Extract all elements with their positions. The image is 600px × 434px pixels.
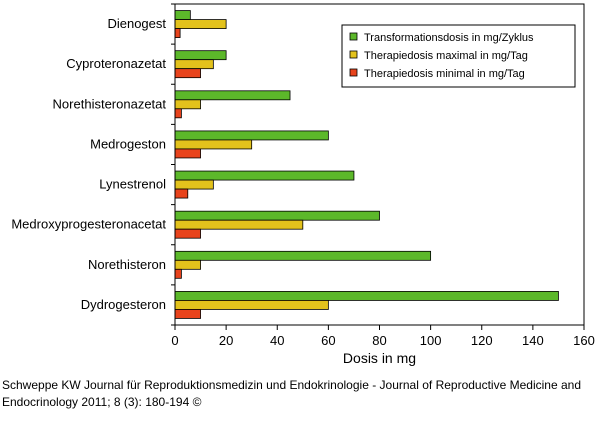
bar-therapiedosis-maximal — [174, 300, 329, 310]
source-caption: Schweppe KW Journal für Reproduktionsmed… — [2, 378, 581, 409]
legend-swatch — [349, 68, 358, 77]
bar-therapiedosis-minimal — [174, 268, 182, 279]
x-tick-label: 60 — [321, 333, 335, 348]
bar-transformationsdosis — [174, 90, 291, 101]
bar-therapiedosis-minimal — [174, 228, 201, 239]
legend: Transformationsdosis in mg/Zyklus Therapi… — [341, 24, 576, 88]
legend-entry: Therapiedosis maximal in mg/Tag — [364, 50, 528, 62]
bar-transformationsdosis — [174, 10, 191, 20]
legend-box — [341, 24, 576, 88]
category-label: Norethisteronazetat — [53, 96, 167, 111]
bar-transformationsdosis — [174, 130, 329, 141]
legend-entry: Transformationsdosis in mg/Zyklus — [364, 32, 534, 44]
bar-therapiedosis-minimal — [174, 28, 181, 38]
category-label: Cyproteronazetat — [66, 56, 166, 71]
x-tick-label: 120 — [471, 333, 493, 348]
category-label: Lynestrenol — [99, 177, 166, 192]
x-tick-label: 140 — [522, 333, 544, 348]
x-axis-title: Dosis in mg — [343, 350, 416, 366]
axes: Dienogest Cyproteronazetat Norethisteronaz… — [11, 3, 595, 348]
bar-therapiedosis-minimal — [174, 309, 201, 319]
bar-transformationsdosis — [174, 291, 559, 301]
legend-entry: Therapiedosis minimal in mg/Tag — [364, 68, 525, 80]
bar-chart: Dienogest Cyproteronazetat Norethisteronaz… — [11, 3, 595, 366]
bar-therapiedosis-maximal — [174, 219, 304, 230]
x-tick-label: 160 — [573, 333, 595, 348]
bar-therapiedosis-minimal — [174, 68, 201, 79]
bar-transformationsdosis — [174, 210, 380, 221]
x-tick-label: 40 — [270, 333, 284, 348]
category-label: Dydrogesteron — [81, 297, 166, 312]
category-label: Norethisteron — [88, 257, 166, 272]
category-label: Medroxyprogesteronacetat — [11, 217, 166, 232]
legend-swatch — [349, 32, 358, 41]
x-tick-label: 20 — [219, 333, 233, 348]
legend-swatch — [349, 50, 358, 59]
bar-transformationsdosis — [174, 250, 432, 261]
category-label: Medrogeston — [90, 136, 166, 151]
bar-therapiedosis-minimal — [174, 188, 189, 199]
bar-therapiedosis-maximal — [174, 59, 214, 70]
bars-layer — [174, 10, 559, 319]
bar-transformationsdosis — [174, 170, 355, 181]
category-label: Dienogest — [107, 16, 166, 31]
bar-therapiedosis-maximal — [174, 19, 227, 29]
bar-therapiedosis-minimal — [174, 108, 182, 119]
x-tick-label: 0 — [171, 333, 178, 348]
bar-therapiedosis-minimal — [174, 148, 201, 159]
x-tick-label: 80 — [372, 333, 386, 348]
bar-therapiedosis-maximal — [174, 139, 253, 150]
bar-therapiedosis-maximal — [174, 99, 201, 110]
bar-therapiedosis-maximal — [174, 259, 201, 270]
bar-therapiedosis-maximal — [174, 179, 214, 190]
bar-transformationsdosis — [174, 50, 227, 61]
x-tick-label: 100 — [420, 333, 442, 348]
